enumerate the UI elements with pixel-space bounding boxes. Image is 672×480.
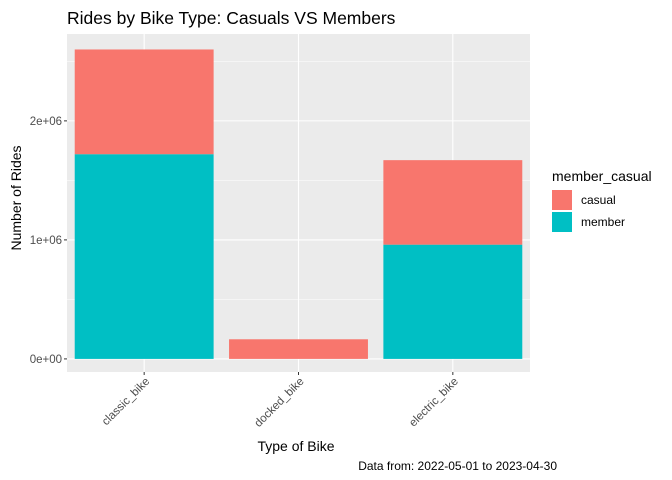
y-tick-label: 1e+06 (30, 235, 62, 247)
legend-label-casual: casual (581, 193, 616, 207)
x-tick-label: docked_bike (252, 376, 306, 430)
y-axis: 0e+00 1e+06 2e+06 (30, 116, 67, 366)
x-axis: classic_bike docked_bike electric_bike (100, 372, 461, 430)
bar-casual-electric_bike (383, 160, 523, 245)
y-tick-label: 0e+00 (30, 354, 62, 366)
legend-label-member: member (581, 215, 625, 229)
bars (74, 49, 523, 359)
x-tick-label: electric_bike (407, 376, 461, 430)
bar-casual-docked_bike (229, 339, 368, 359)
y-axis-label: Number of Rides (8, 145, 24, 250)
x-tick-label: classic_bike (100, 376, 152, 428)
chart-title: Rides by Bike Type: Casuals VS Members (67, 8, 396, 28)
bar-member-electric_bike (383, 244, 523, 359)
legend-key-member (552, 212, 572, 232)
legend-key-casual (552, 190, 572, 210)
x-axis-label: Type of Bike (257, 438, 334, 454)
y-tick-label: 2e+06 (30, 116, 62, 128)
chart-caption: Data from: 2022-05-01 to 2023-04-30 (358, 459, 557, 473)
bar-member-classic_bike (74, 154, 214, 359)
legend-title: member_casual (552, 168, 652, 184)
bar-casual-classic_bike (74, 49, 214, 155)
legend: member_casual casual member (552, 168, 652, 232)
